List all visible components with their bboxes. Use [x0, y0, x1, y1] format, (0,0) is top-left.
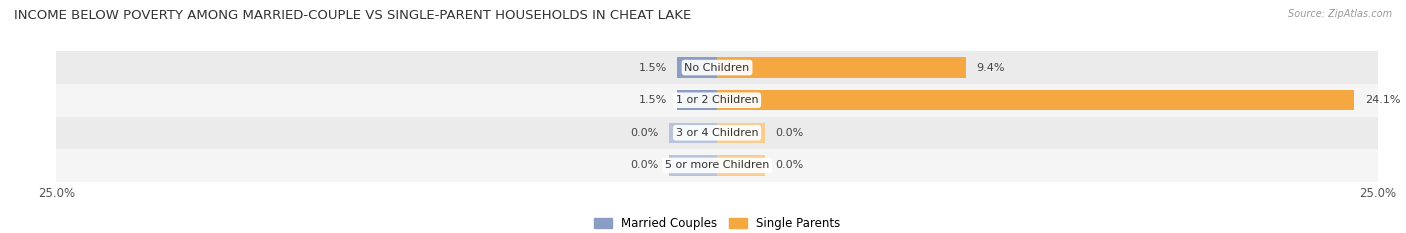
Bar — [669, 155, 717, 175]
Text: No Children: No Children — [685, 63, 749, 72]
Legend: Married Couples, Single Parents: Married Couples, Single Parents — [589, 212, 845, 233]
Text: 0.0%: 0.0% — [631, 128, 659, 138]
Text: 24.1%: 24.1% — [1365, 95, 1400, 105]
Bar — [56, 84, 1378, 116]
Bar — [678, 90, 717, 110]
Text: 0.0%: 0.0% — [631, 161, 659, 170]
Bar — [717, 155, 765, 175]
Text: 1 or 2 Children: 1 or 2 Children — [676, 95, 758, 105]
Text: 9.4%: 9.4% — [976, 63, 1005, 72]
Bar — [678, 58, 717, 78]
Text: INCOME BELOW POVERTY AMONG MARRIED-COUPLE VS SINGLE-PARENT HOUSEHOLDS IN CHEAT L: INCOME BELOW POVERTY AMONG MARRIED-COUPL… — [14, 9, 692, 22]
Bar — [669, 123, 717, 143]
Text: 5 or more Children: 5 or more Children — [665, 161, 769, 170]
Bar — [56, 149, 1378, 182]
Bar — [717, 123, 765, 143]
Bar — [717, 90, 1354, 110]
Bar — [56, 116, 1378, 149]
Text: 0.0%: 0.0% — [775, 161, 803, 170]
Text: 0.0%: 0.0% — [775, 128, 803, 138]
Text: 1.5%: 1.5% — [638, 95, 666, 105]
Text: 1.5%: 1.5% — [638, 63, 666, 72]
Text: Source: ZipAtlas.com: Source: ZipAtlas.com — [1288, 9, 1392, 19]
Text: 3 or 4 Children: 3 or 4 Children — [676, 128, 758, 138]
Bar — [56, 51, 1378, 84]
Bar — [717, 58, 966, 78]
